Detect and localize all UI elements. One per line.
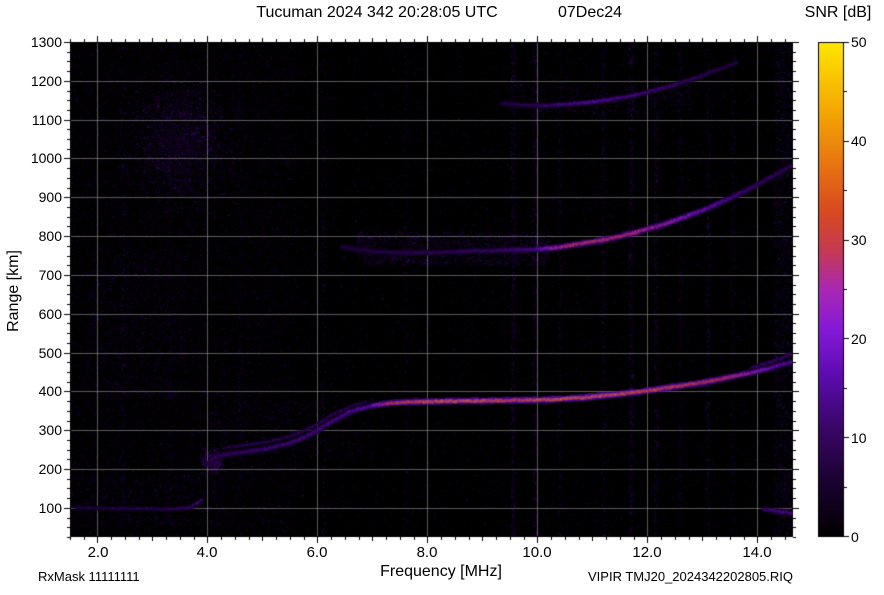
x-tick-label: 6.0 <box>306 544 328 561</box>
x-tick-label: 14.0 <box>742 544 772 561</box>
colorbar-tick-label: 0 <box>851 529 859 545</box>
y-tick-label: 1000 <box>30 150 62 166</box>
y-tick-label: 100 <box>38 500 62 516</box>
filename-label: VIPIR TMJ20_2024342202805.RIQ <box>588 569 794 584</box>
y-tick-label: 1100 <box>31 112 62 128</box>
x-tick-label: 10.0 <box>522 544 552 561</box>
colorbar-tick-label: 20 <box>851 331 867 347</box>
y-tick-label: 400 <box>38 383 62 399</box>
y-tick-label: 600 <box>38 306 62 322</box>
y-tick-label: 800 <box>38 228 62 244</box>
colorbar-tick-label: 40 <box>851 133 867 149</box>
colorbar-tick-label: 10 <box>851 430 867 446</box>
y-tick-label: 1200 <box>30 73 62 89</box>
colorbar-title: SNR [dB] <box>804 4 872 21</box>
x-axis-label: Frequency [MHz] <box>380 563 502 580</box>
x-tick-label: 12.0 <box>632 544 662 561</box>
x-tick-label: 4.0 <box>196 544 218 561</box>
rxmask-label: RxMask 11111111 <box>38 569 140 584</box>
colorbar-tick-label: 30 <box>851 232 867 248</box>
y-tick-label: 700 <box>38 267 62 283</box>
y-tick-label: 200 <box>38 461 62 477</box>
x-tick-label: 8.0 <box>416 544 438 561</box>
colorbar-tick-label: 50 <box>851 34 867 50</box>
chart-date: 07Dec24 <box>557 4 623 21</box>
x-tick-label: 2.0 <box>87 544 109 561</box>
y-tick-label: 900 <box>38 189 62 205</box>
chart-title: Tucuman 2024 342 20:28:05 UTC <box>256 4 498 21</box>
y-tick-label: 1300 <box>30 34 62 50</box>
y-tick-label: 500 <box>38 345 62 361</box>
y-tick-label: 300 <box>38 422 62 438</box>
y-axis-label: Range [km] <box>5 250 22 332</box>
